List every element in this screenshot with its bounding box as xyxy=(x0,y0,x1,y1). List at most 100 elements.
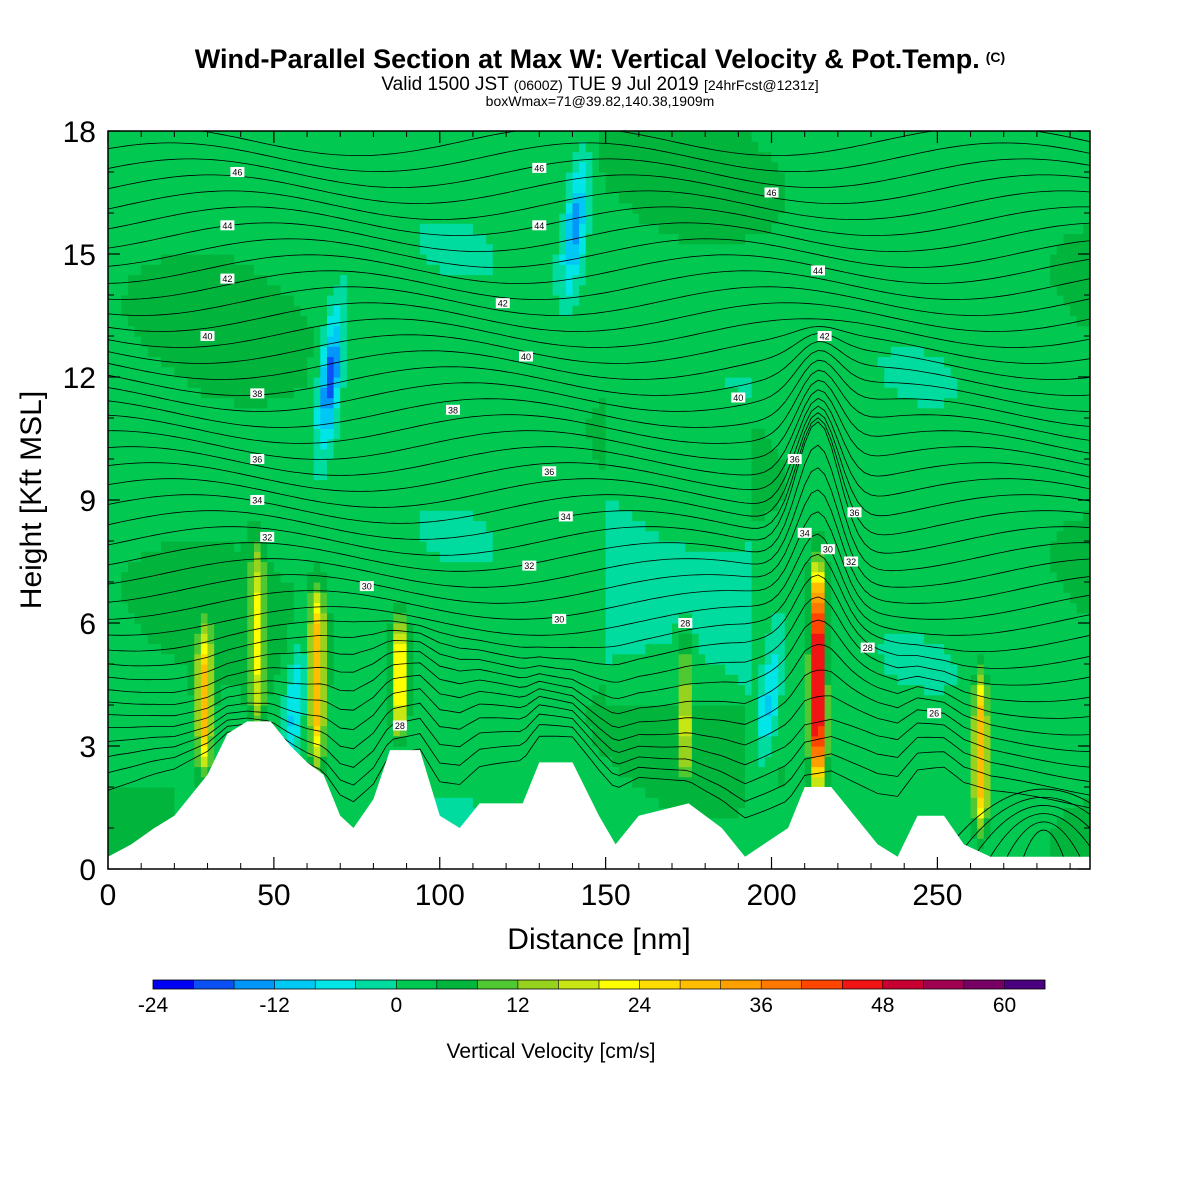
field-cell xyxy=(399,377,408,388)
field-cell xyxy=(459,223,467,235)
field-cell xyxy=(187,571,195,583)
field-cell xyxy=(453,182,461,194)
field-cell xyxy=(287,674,295,686)
field-cell xyxy=(187,264,195,276)
field-cell xyxy=(287,305,295,317)
field-cell xyxy=(181,213,189,224)
field-cell xyxy=(254,407,262,419)
field-cell xyxy=(327,243,335,255)
field-cell xyxy=(147,725,155,737)
field-cell xyxy=(293,571,301,583)
field-cell xyxy=(526,448,534,460)
field-cell xyxy=(333,694,341,706)
field-cell xyxy=(512,366,520,378)
field-cell xyxy=(260,551,268,563)
field-cell xyxy=(439,602,447,614)
valid-utc: (0600Z) xyxy=(513,77,563,93)
field-cell xyxy=(386,151,394,163)
field-cell xyxy=(247,530,255,542)
field-cell xyxy=(320,336,328,347)
field-cell xyxy=(453,582,461,593)
field-cell xyxy=(340,571,348,583)
field-cell xyxy=(174,735,182,747)
field-cell xyxy=(360,182,368,194)
field-cell xyxy=(134,725,142,737)
field-cell xyxy=(399,356,408,368)
field-cell xyxy=(181,664,189,675)
field-cell xyxy=(346,346,355,358)
field-cell xyxy=(393,592,401,604)
field-cell xyxy=(247,705,255,716)
field-cell xyxy=(399,705,408,716)
field-cell xyxy=(187,192,195,204)
field-cell xyxy=(121,838,129,850)
field-cell xyxy=(108,448,116,460)
field-cell xyxy=(313,438,321,450)
field-cell xyxy=(486,623,494,634)
field-cell xyxy=(267,264,275,276)
field-cell xyxy=(512,520,520,532)
field-cell xyxy=(439,746,447,757)
field-cell xyxy=(114,315,122,327)
field-cell xyxy=(227,428,235,440)
field-cell xyxy=(194,643,202,655)
field-cell xyxy=(512,664,520,675)
field-cell xyxy=(273,336,282,347)
field-cell xyxy=(519,787,527,798)
field-cell xyxy=(386,561,394,573)
field-cell xyxy=(346,500,355,511)
field-cell xyxy=(313,213,321,224)
field-cell xyxy=(366,489,374,501)
field-cell xyxy=(492,664,500,675)
field-cell xyxy=(346,623,355,634)
field-cell xyxy=(439,510,447,522)
field-cell xyxy=(220,182,228,194)
field-cell xyxy=(353,161,361,173)
field-cell xyxy=(386,295,394,306)
field-cell xyxy=(260,151,268,163)
field-cell xyxy=(207,233,215,245)
field-cell xyxy=(127,797,136,809)
field-cell xyxy=(300,633,308,645)
field-cell xyxy=(346,653,355,665)
field-cell xyxy=(214,715,222,727)
field-cell xyxy=(293,182,301,194)
field-cell xyxy=(366,213,374,224)
field-cell xyxy=(161,510,169,522)
field-cell xyxy=(340,643,348,655)
field-cell xyxy=(499,223,507,235)
field-cell xyxy=(187,407,195,419)
field-cell xyxy=(559,705,567,716)
field-cell xyxy=(346,336,355,347)
field-cell xyxy=(220,459,228,470)
field-cell xyxy=(565,746,573,757)
field-cell xyxy=(234,694,242,706)
field-cell xyxy=(479,602,487,614)
field-cell xyxy=(386,623,394,634)
field-cell xyxy=(247,602,255,614)
field-cell xyxy=(552,756,560,768)
field-cell xyxy=(254,233,262,245)
field-cell xyxy=(267,674,275,686)
field-cell xyxy=(134,643,142,655)
field-cell xyxy=(313,202,321,214)
field-cell xyxy=(108,315,116,327)
field-cell xyxy=(479,479,487,491)
field-cell xyxy=(539,315,547,327)
field-cell xyxy=(353,694,361,706)
field-cell xyxy=(320,438,328,450)
field-cell xyxy=(114,305,122,317)
field-cell xyxy=(293,500,301,511)
field-cell xyxy=(459,141,467,153)
field-cell xyxy=(154,254,162,265)
field-cell xyxy=(472,459,481,470)
field-cell xyxy=(247,664,255,675)
field-cell xyxy=(247,315,255,327)
field-cell xyxy=(108,838,116,850)
field-cell xyxy=(161,397,169,409)
field-cell xyxy=(167,315,175,327)
field-cell xyxy=(539,479,547,491)
field-cell xyxy=(472,366,481,378)
field-cell xyxy=(386,592,394,604)
field-cell xyxy=(121,479,129,491)
